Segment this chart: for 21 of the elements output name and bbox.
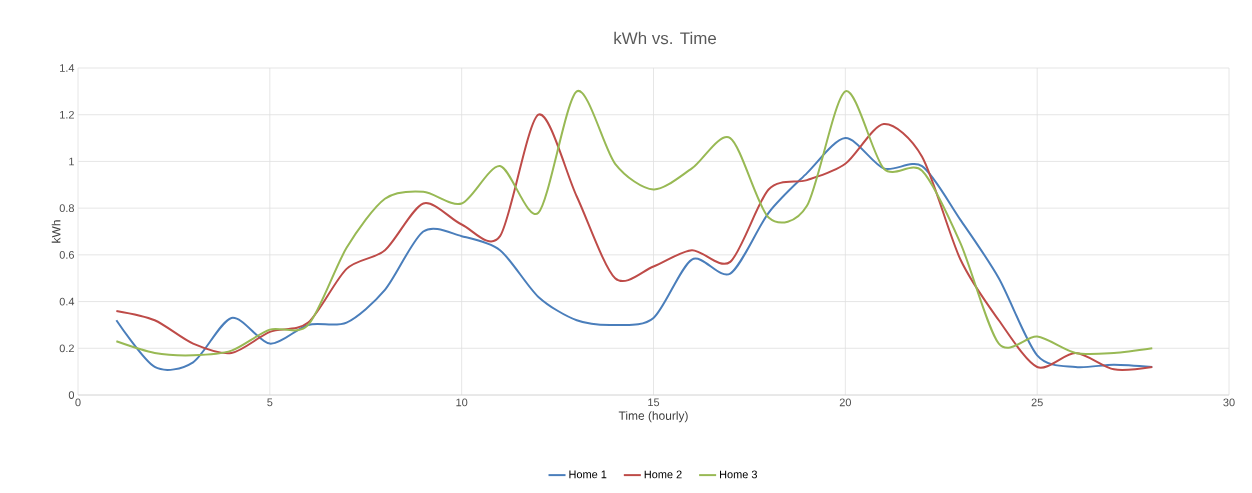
y-tick-label: 0.4 (59, 297, 75, 306)
y-tick-label: 0.2 (59, 344, 74, 353)
y-tick-label: 0 (68, 391, 75, 399)
x-tick-label: 10 (456, 398, 468, 407)
legend-label: Home 1 (569, 470, 607, 479)
x-tick-label: 20 (839, 398, 851, 407)
chart-title: kWh vs. Time (614, 31, 717, 45)
y-tick-label: 0.8 (59, 204, 74, 213)
y-tick-label: 1.4 (60, 64, 75, 72)
y-tick-label: 1.2 (60, 110, 74, 119)
x-tick-label: 0 (75, 398, 81, 407)
x-axis-title: Time (hourly) (618, 411, 688, 423)
y-tick-label: 0.6 (59, 250, 74, 259)
x-tick-label: 15 (648, 398, 660, 407)
legend-label: Home 3 (720, 470, 757, 479)
x-tick-label: 5 (267, 398, 273, 407)
x-tick-label: 30 (1223, 398, 1235, 407)
x-tick-label: 25 (1031, 398, 1043, 407)
y-axis-title: kWh (51, 220, 61, 243)
y-tick-label: 1 (69, 157, 74, 166)
legend-label: Home 2 (644, 470, 682, 479)
